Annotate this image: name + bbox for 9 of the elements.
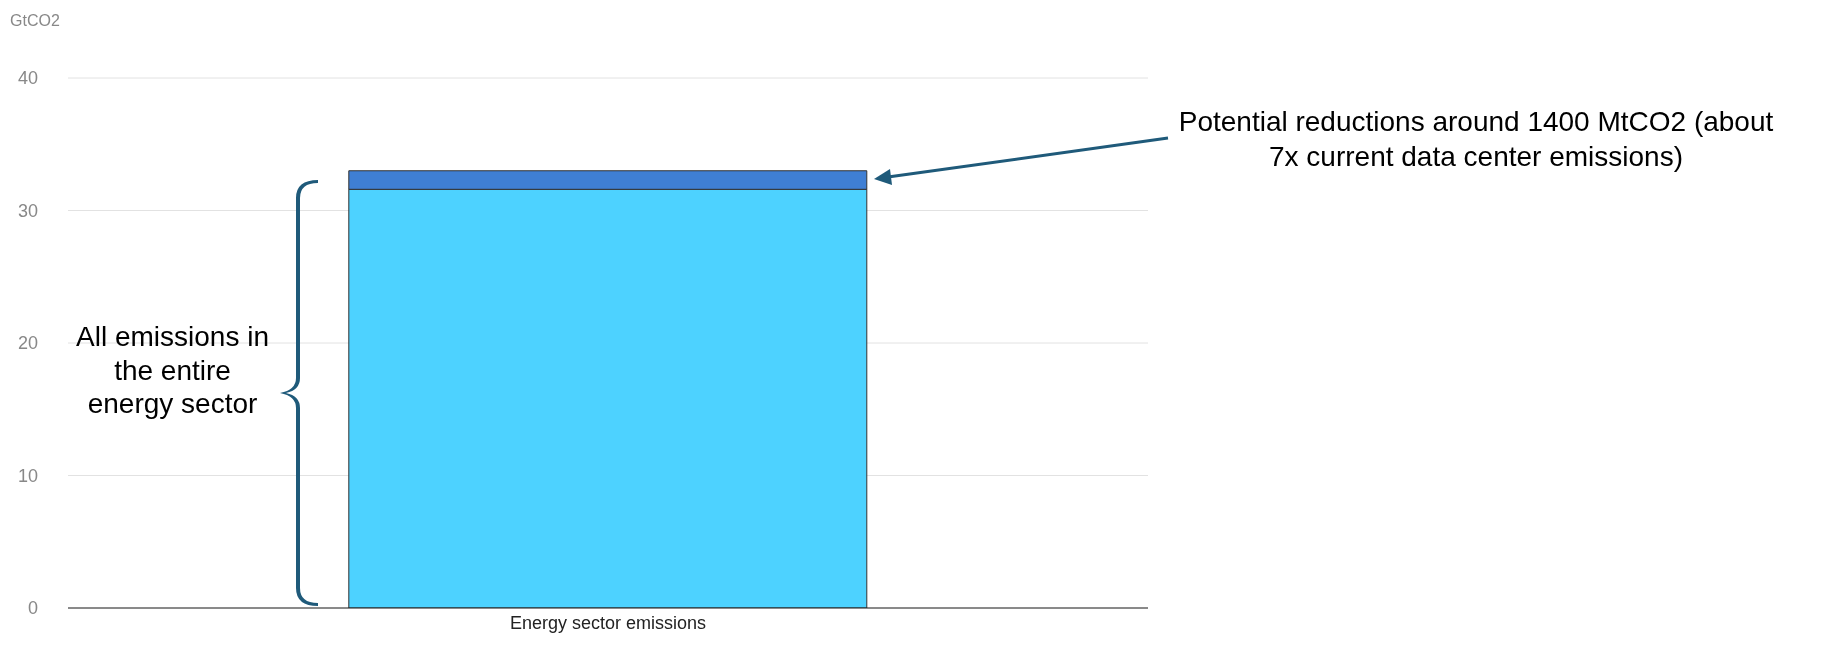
y-tick-label: 40 xyxy=(17,68,38,89)
annotation: All emissions in the entire energy sector xyxy=(75,320,270,421)
y-tick-label: 0 xyxy=(27,598,38,619)
y-tick-label: 20 xyxy=(17,333,38,354)
y-tick-label: 30 xyxy=(17,200,38,221)
y-tick-label: 10 xyxy=(17,465,38,486)
text: Potential reductions around 1400 MtCO2 (about 7x current data center emissions) xyxy=(1177,105,1775,174)
y-axis-title: GtCO2 xyxy=(10,12,60,30)
x-tick-label: Energy sector emissions xyxy=(509,612,707,633)
